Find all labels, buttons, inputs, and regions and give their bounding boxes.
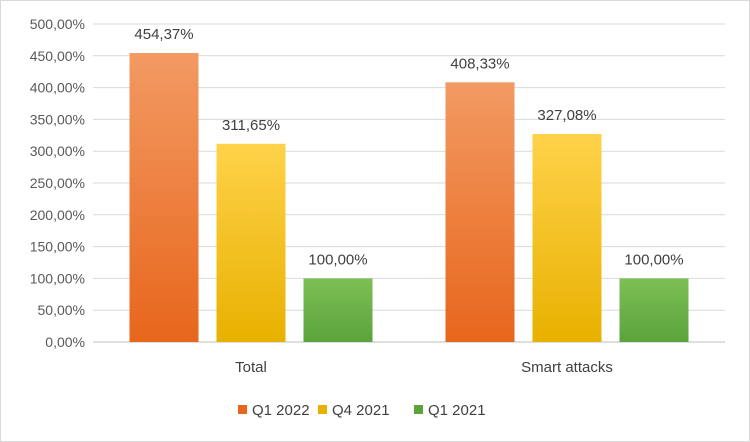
bar <box>216 143 286 342</box>
y-tick-label: 300,00% <box>30 143 85 159</box>
y-tick-label: 450,00% <box>30 48 85 64</box>
legend-item: Q1 2022 <box>238 402 310 419</box>
bar <box>445 82 515 342</box>
y-tick-label: 100,00% <box>30 270 85 286</box>
data-label: 454,37% <box>134 26 193 43</box>
data-label: 100,00% <box>624 251 683 268</box>
data-label: 408,33% <box>450 55 509 72</box>
y-tick-label: 500,00% <box>30 16 85 32</box>
data-label: 327,08% <box>537 107 596 124</box>
bar <box>619 278 689 342</box>
data-label: 311,65% <box>222 117 280 134</box>
y-tick-label: 50,00% <box>38 302 85 318</box>
data-label: 100,00% <box>308 251 367 268</box>
legend-label: Q1 2022 <box>252 402 310 419</box>
bar <box>303 278 373 342</box>
y-tick-label: 400,00% <box>30 80 85 96</box>
y-tick-label: 0,00% <box>45 334 85 350</box>
legend-swatch <box>238 405 247 414</box>
legend: Q1 2022 Q4 2021 Q1 2021 <box>238 402 486 419</box>
legend-swatch <box>414 405 423 414</box>
y-tick-label: 200,00% <box>30 207 85 223</box>
x-category-label: Total <box>235 359 267 376</box>
y-tick-label: 350,00% <box>30 111 85 127</box>
x-category-label: Smart attacks <box>521 359 613 376</box>
legend-label: Q4 2021 <box>332 402 390 419</box>
legend-swatch <box>318 405 327 414</box>
legend-label: Q1 2021 <box>428 402 486 419</box>
bar <box>532 133 602 342</box>
legend-item: Q4 2021 <box>318 402 390 419</box>
y-tick-label: 250,00% <box>30 175 85 191</box>
bar <box>129 53 199 342</box>
legend-item: Q1 2021 <box>414 402 486 419</box>
y-tick-label: 150,00% <box>30 239 85 255</box>
